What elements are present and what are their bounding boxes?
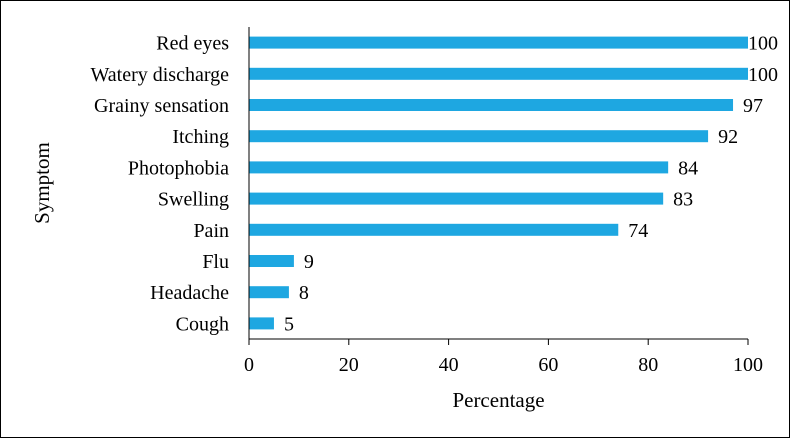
category-labels-group: Red eyes Watery discharge Grainy sensation… [90, 33, 229, 336]
value-label: 97 [743, 95, 763, 117]
bar-6 [249, 223, 619, 236]
bars-group [249, 36, 748, 330]
x-tick-label: 60 [538, 354, 558, 376]
category-label: Cough [176, 313, 229, 335]
value-label: 8 [299, 282, 309, 304]
category-label: Swelling [158, 189, 229, 211]
value-label: 84 [678, 157, 698, 179]
x-ticks-group: 0 20 40 60 80 100 [244, 339, 763, 376]
bar-2 [249, 99, 734, 111]
x-axis-title: Percentage [452, 388, 544, 412]
value-label: 5 [284, 313, 294, 335]
x-tick-label: 0 [244, 354, 254, 376]
category-label: Photophobia [128, 157, 229, 179]
x-tick-label: 20 [339, 354, 359, 376]
category-label: Pain [193, 220, 229, 242]
category-label: Flu [202, 251, 229, 273]
category-label: Grainy sensation [94, 95, 229, 117]
x-tick-label: 100 [733, 354, 763, 376]
value-label: 92 [718, 126, 738, 148]
bar-8 [249, 286, 289, 299]
x-tick-label: 80 [638, 354, 658, 376]
bar-0 [249, 36, 748, 49]
x-tick-label: 40 [439, 354, 459, 376]
bar-5 [249, 192, 664, 205]
value-label: 9 [304, 251, 314, 273]
value-label: 74 [628, 220, 648, 242]
bar-9 [249, 317, 274, 330]
y-axis-title: Symptom [30, 142, 54, 224]
value-label: 100 [748, 64, 778, 86]
bar-4 [249, 161, 669, 174]
bar-3 [249, 130, 709, 143]
category-label: Itching [172, 126, 229, 148]
value-label: 83 [673, 189, 693, 211]
bar-7 [249, 255, 294, 267]
category-label: Watery discharge [90, 64, 229, 86]
value-label: 100 [748, 33, 778, 55]
category-label: Headache [150, 282, 229, 304]
bar-1 [249, 67, 748, 80]
category-label: Red eyes [156, 33, 229, 55]
